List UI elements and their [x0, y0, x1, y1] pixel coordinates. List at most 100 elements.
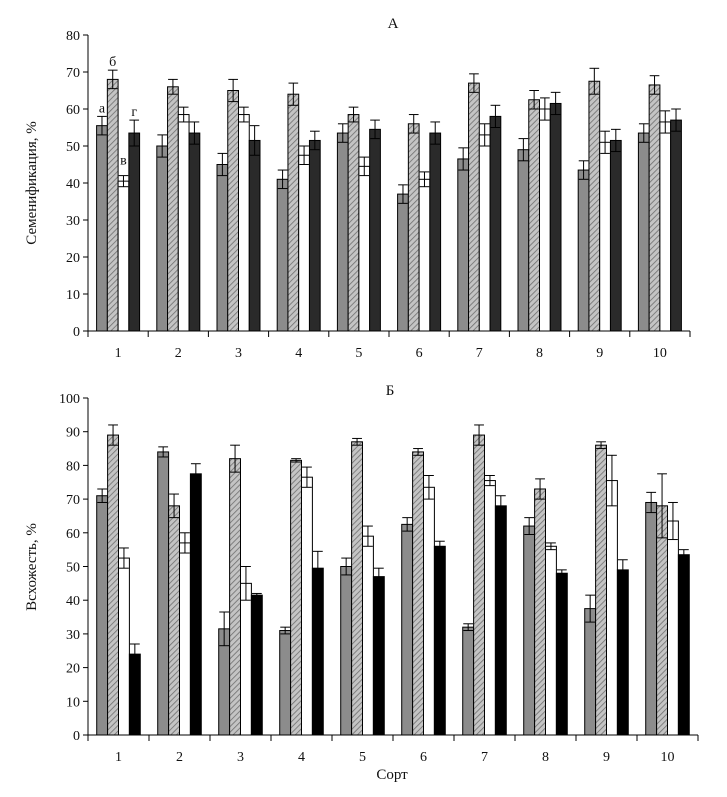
bar [106, 78, 119, 332]
bar [311, 567, 324, 736]
bar [555, 572, 568, 736]
y-tick-label: 10 [66, 695, 80, 710]
bar [494, 505, 507, 736]
bar [96, 495, 109, 736]
x-tick-label: 1 [115, 346, 122, 361]
bar [362, 535, 374, 736]
y-tick-label: 40 [66, 177, 80, 192]
bar [489, 115, 502, 332]
bar [637, 132, 650, 332]
y-tick-label: 30 [66, 214, 80, 229]
chart-panel-b: Б Всхожесть, % 0 10 20 30 40 50 60 70 80 90 100 1 2 3… [24, 383, 699, 765]
bar [290, 459, 303, 736]
x-tick-label: 7 [476, 346, 483, 361]
bar [250, 594, 263, 736]
bar [287, 93, 300, 332]
bar [301, 476, 313, 736]
bar [484, 480, 496, 736]
bar [534, 488, 546, 736]
bar [351, 441, 364, 736]
bar [227, 90, 239, 332]
bar [656, 505, 668, 736]
bar [179, 542, 191, 736]
bar [457, 158, 470, 332]
bar [523, 525, 536, 736]
y-tick-label: 50 [66, 140, 80, 155]
bar [407, 123, 420, 332]
bar [168, 505, 181, 736]
y-axis-label: Всхожесть, % [24, 523, 40, 611]
x-tick-label: 9 [596, 346, 603, 361]
x-tick-label: 4 [298, 750, 305, 765]
y-tick-label: 20 [66, 251, 80, 266]
bar [423, 486, 435, 736]
bar [298, 154, 310, 332]
x-tick-label: 5 [359, 750, 366, 765]
bar [517, 149, 530, 332]
x-tick-label: 3 [235, 346, 242, 361]
y-tick-label: 50 [66, 561, 80, 576]
bar [539, 108, 551, 332]
y-tick-label: 0 [73, 325, 80, 340]
x-tick-label: 5 [355, 346, 362, 361]
chart-title: Б [386, 383, 395, 399]
y-tick-label: 30 [66, 628, 80, 643]
x-tick-label: 10 [661, 750, 675, 765]
bar [473, 434, 486, 736]
bar [468, 82, 480, 332]
bar [670, 119, 682, 332]
bar [96, 125, 108, 332]
chart-title: А [388, 16, 399, 32]
bar [336, 132, 349, 332]
x-tick-label: 6 [416, 346, 423, 361]
bar [340, 566, 353, 736]
bar [358, 165, 371, 332]
x-tick-label: 2 [175, 346, 182, 361]
bar [157, 451, 170, 736]
bar [545, 545, 557, 736]
y-tick-label: 70 [66, 493, 80, 508]
series-label: а [99, 101, 106, 116]
y-tick-label: 0 [73, 729, 80, 744]
bar [667, 520, 679, 736]
bar [528, 99, 540, 332]
y-axis-label: Семенификация, % [24, 121, 40, 244]
x-tick-label: 1 [115, 750, 122, 765]
x-tick-label: 8 [542, 750, 549, 765]
bar [177, 114, 190, 332]
bar [128, 653, 141, 736]
y-tick-label: 60 [66, 527, 80, 542]
x-tick-label: 3 [237, 750, 244, 765]
bar [599, 141, 611, 332]
bar [677, 554, 690, 736]
bar [308, 139, 321, 332]
y-tick-label: 90 [66, 426, 80, 441]
bar [372, 576, 385, 736]
bar [584, 608, 597, 736]
bar [369, 128, 381, 332]
x-tick-label: 4 [295, 346, 302, 361]
bar [397, 193, 409, 332]
x-tick-label: 10 [653, 346, 667, 361]
y-tick-label: 20 [66, 662, 80, 677]
bar [462, 626, 475, 736]
bar [606, 480, 618, 736]
series-label: б [109, 55, 116, 70]
y-tick-label: 60 [66, 103, 80, 118]
bar [549, 102, 562, 332]
x-axis-label: Сорт [376, 767, 408, 783]
y-tick-label: 80 [66, 29, 80, 44]
bar [238, 114, 250, 332]
y-tick-label: 80 [66, 459, 80, 474]
series-label: г [131, 105, 137, 120]
bar [478, 134, 491, 332]
bar [588, 80, 601, 332]
bar [216, 164, 229, 332]
y-tick-label: 40 [66, 594, 80, 609]
y-tick-label: 100 [59, 392, 80, 407]
bar [577, 169, 590, 332]
bar [418, 178, 431, 332]
bar [188, 132, 201, 332]
bar [189, 473, 202, 736]
